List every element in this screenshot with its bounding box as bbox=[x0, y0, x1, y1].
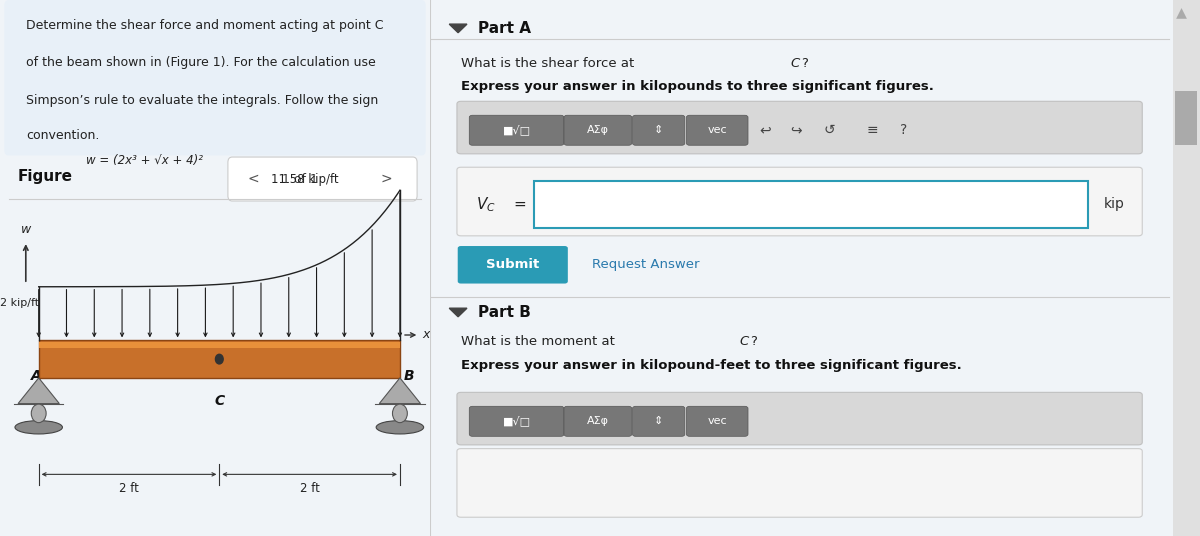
Text: kip: kip bbox=[1104, 197, 1124, 211]
Ellipse shape bbox=[14, 421, 62, 434]
Text: Part A: Part A bbox=[478, 21, 530, 36]
Text: x: x bbox=[422, 329, 430, 341]
Circle shape bbox=[392, 404, 407, 423]
Text: 11.58 kip/ft: 11.58 kip/ft bbox=[271, 173, 338, 186]
FancyBboxPatch shape bbox=[686, 406, 748, 436]
Text: ?: ? bbox=[750, 336, 757, 348]
Polygon shape bbox=[1176, 8, 1187, 19]
FancyBboxPatch shape bbox=[564, 406, 631, 436]
Bar bbox=[38, 342, 400, 348]
Bar bbox=[38, 340, 400, 378]
Text: ■√□: ■√□ bbox=[503, 416, 530, 427]
Text: Figure: Figure bbox=[17, 169, 72, 184]
Text: w = (2x³ + √x + 4)²: w = (2x³ + √x + 4)² bbox=[86, 154, 203, 167]
Polygon shape bbox=[379, 378, 420, 404]
Text: Request Answer: Request Answer bbox=[592, 258, 700, 271]
Text: Submit: Submit bbox=[486, 258, 540, 271]
Bar bbox=[534, 181, 1088, 228]
Text: C: C bbox=[215, 394, 224, 408]
Circle shape bbox=[31, 404, 46, 423]
Text: Part B: Part B bbox=[478, 305, 530, 320]
FancyBboxPatch shape bbox=[457, 392, 1142, 445]
Text: ■√□: ■√□ bbox=[503, 125, 530, 136]
Text: ?: ? bbox=[802, 57, 808, 70]
FancyBboxPatch shape bbox=[632, 406, 685, 436]
FancyBboxPatch shape bbox=[457, 101, 1142, 154]
Polygon shape bbox=[18, 378, 59, 404]
Text: C: C bbox=[791, 57, 799, 70]
FancyBboxPatch shape bbox=[457, 246, 568, 284]
Bar bbox=[1174, 0, 1200, 536]
Text: B: B bbox=[403, 369, 414, 383]
FancyBboxPatch shape bbox=[469, 115, 564, 145]
Text: AΣφ: AΣφ bbox=[587, 416, 608, 426]
FancyBboxPatch shape bbox=[686, 115, 748, 145]
Text: 2 ft: 2 ft bbox=[300, 482, 319, 495]
Text: A: A bbox=[31, 369, 42, 383]
FancyBboxPatch shape bbox=[469, 406, 564, 436]
Text: Simpson’s rule to evaluate the integrals. Follow the sign: Simpson’s rule to evaluate the integrals… bbox=[26, 94, 378, 107]
Text: =: = bbox=[514, 197, 526, 212]
Text: What is the moment at: What is the moment at bbox=[461, 336, 619, 348]
Text: convention.: convention. bbox=[26, 129, 100, 142]
Text: w: w bbox=[20, 223, 31, 236]
FancyBboxPatch shape bbox=[457, 449, 1142, 517]
Polygon shape bbox=[449, 308, 467, 317]
Text: ?: ? bbox=[900, 123, 907, 137]
Text: vec: vec bbox=[707, 125, 727, 135]
FancyBboxPatch shape bbox=[5, 0, 426, 155]
Text: of the beam shown in (Figure 1). For the calculation use: of the beam shown in (Figure 1). For the… bbox=[26, 56, 376, 69]
FancyBboxPatch shape bbox=[632, 115, 685, 145]
Text: ⇕: ⇕ bbox=[654, 125, 664, 135]
Text: What is the shear force at: What is the shear force at bbox=[461, 57, 638, 70]
Text: ⇕: ⇕ bbox=[654, 416, 664, 426]
Text: <: < bbox=[247, 172, 259, 186]
Circle shape bbox=[216, 354, 223, 364]
Text: Express your answer in kilopounds to three significant figures.: Express your answer in kilopounds to thr… bbox=[461, 80, 934, 93]
Text: 2 ft: 2 ft bbox=[119, 482, 139, 495]
Text: 1 of 1: 1 of 1 bbox=[282, 173, 318, 185]
Text: AΣφ: AΣφ bbox=[587, 125, 608, 135]
Ellipse shape bbox=[376, 421, 424, 434]
Text: ↺: ↺ bbox=[823, 123, 835, 137]
FancyBboxPatch shape bbox=[564, 115, 631, 145]
Text: ↪: ↪ bbox=[790, 123, 802, 137]
Text: Determine the shear force and moment acting at point C: Determine the shear force and moment act… bbox=[26, 19, 383, 32]
Polygon shape bbox=[449, 24, 467, 33]
Text: vec: vec bbox=[707, 416, 727, 426]
Text: $V_C$: $V_C$ bbox=[476, 195, 496, 213]
Text: 2 kip/ft: 2 kip/ft bbox=[0, 298, 40, 308]
Text: ↩: ↩ bbox=[760, 123, 770, 137]
Text: C: C bbox=[739, 336, 749, 348]
Text: ≡: ≡ bbox=[866, 123, 878, 137]
Text: Express your answer in kilopound-feet to three significant figures.: Express your answer in kilopound-feet to… bbox=[461, 359, 961, 372]
FancyBboxPatch shape bbox=[457, 167, 1142, 236]
Text: >: > bbox=[380, 172, 392, 186]
FancyBboxPatch shape bbox=[228, 157, 418, 201]
Bar bbox=[1175, 91, 1196, 145]
